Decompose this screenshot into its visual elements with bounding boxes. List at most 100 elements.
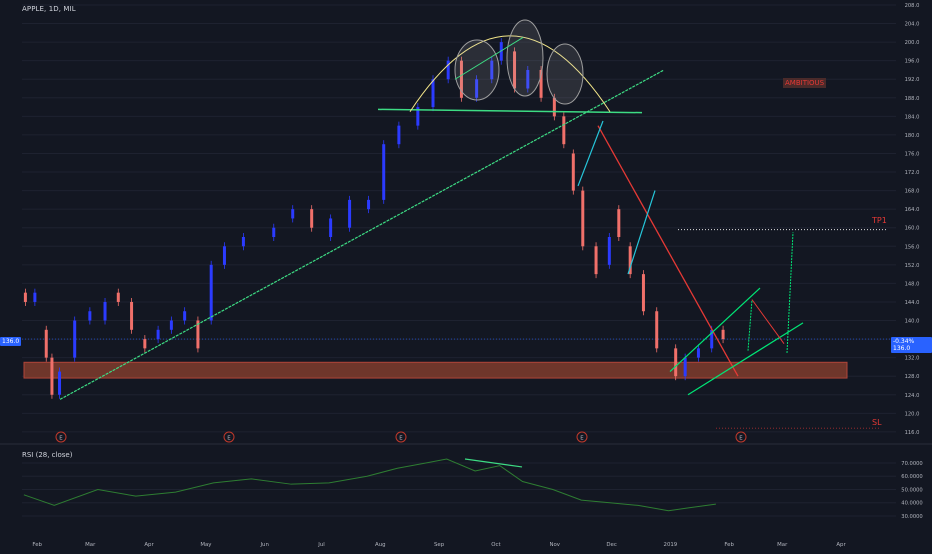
rsi-divergence-line — [464, 458, 523, 468]
earnings-marker — [576, 431, 588, 443]
time-tick-label: Dec — [606, 542, 616, 548]
pattern-ellipse — [546, 43, 584, 105]
time-tick-label: Aug — [375, 542, 386, 548]
candle — [397, 125, 401, 145]
price-tick-label: 128.0 — [905, 374, 920, 380]
candle — [143, 339, 147, 349]
candle — [310, 209, 314, 228]
earnings-marker — [395, 431, 407, 443]
candle — [459, 60, 463, 98]
candle — [33, 292, 37, 302]
price-tick-label: 116.0 — [905, 430, 920, 436]
candle — [196, 320, 200, 349]
candle — [571, 153, 575, 191]
pullback-segment — [627, 190, 656, 275]
price-tick-label: 120.0 — [905, 411, 920, 417]
candle — [721, 329, 725, 340]
candle — [272, 227, 276, 237]
time-tick-label: Jul — [317, 542, 325, 548]
earnings-marker — [55, 431, 67, 443]
time-tick-label: 2019 — [664, 542, 678, 548]
price-tick-label: 140.0 — [905, 319, 920, 325]
candle — [562, 116, 566, 145]
earnings-marker-label: E — [739, 436, 743, 442]
price-tick-label: 160.0 — [905, 226, 920, 232]
candle — [594, 246, 598, 275]
price-tick-label: 200.0 — [905, 40, 920, 46]
time-tick-label: Mar — [85, 542, 96, 548]
symbol-header: APPLE, 1D, MIL — [22, 5, 76, 13]
candle — [513, 51, 517, 89]
candle — [169, 320, 173, 330]
left-price-tag: 136.0 — [0, 337, 22, 346]
candle — [241, 237, 245, 247]
proj-arrow-up — [786, 232, 794, 354]
candle — [526, 69, 530, 89]
ambitious-label: AMBITIOUS — [783, 78, 827, 88]
candle — [130, 301, 134, 330]
uptrend-line — [59, 69, 665, 400]
price-tick-label: 204.0 — [905, 22, 920, 28]
candle — [222, 246, 226, 265]
tp1-label: TP1 — [872, 216, 887, 225]
candle — [475, 79, 479, 98]
candle — [382, 144, 386, 200]
candle — [348, 199, 352, 228]
candle — [539, 69, 543, 98]
rsi-tick-label: 30.0000 — [901, 514, 922, 520]
price-tick-label: 184.0 — [905, 114, 920, 120]
time-tick-label: Nov — [549, 542, 560, 548]
earnings-marker-label: E — [399, 436, 403, 442]
time-tick-label: Mar — [777, 542, 788, 548]
price-tick-label: 144.0 — [905, 300, 920, 306]
earnings-marker — [223, 431, 235, 443]
price-tick-label: 172.0 — [905, 170, 920, 176]
rsi-line — [23, 458, 716, 512]
candle — [367, 199, 371, 210]
candle — [156, 329, 160, 340]
earnings-marker-label: E — [227, 436, 231, 442]
candle — [23, 292, 27, 302]
candle — [73, 320, 77, 358]
price-tick-label: 156.0 — [905, 244, 920, 250]
candle — [696, 348, 700, 358]
price-tick-label: 132.0 — [905, 356, 920, 362]
time-tick-label: Feb — [724, 542, 734, 548]
candle — [552, 97, 556, 117]
candle — [44, 329, 48, 358]
candle — [431, 79, 435, 108]
time-tick-label: Feb — [32, 542, 42, 548]
candle — [617, 209, 621, 237]
proj-arrow-down — [751, 299, 785, 345]
price-tick-label: 208.0 — [905, 3, 920, 9]
candle — [655, 311, 659, 349]
pattern-ellipse — [506, 19, 544, 97]
candle — [416, 107, 420, 126]
rsi-tick-label: 40.0000 — [901, 501, 922, 507]
time-tick-label: May — [200, 542, 212, 548]
candle — [183, 311, 187, 321]
candle — [103, 301, 107, 321]
time-tick-label: Jun — [259, 542, 268, 548]
price-tick-label: 168.0 — [905, 189, 920, 195]
candle — [628, 246, 632, 275]
price-tick-label: 188.0 — [905, 96, 920, 102]
price-tick-label: 148.0 — [905, 281, 920, 287]
rsi-tick-label: 50.0000 — [901, 487, 922, 493]
candle — [58, 371, 62, 395]
earnings-marker — [735, 431, 747, 443]
candle — [490, 60, 494, 80]
channel-lower — [687, 322, 804, 396]
candle — [581, 190, 585, 247]
candle — [329, 218, 333, 237]
candle — [607, 237, 611, 265]
downtrend-line — [597, 125, 739, 377]
earnings-marker-label: E — [580, 436, 584, 442]
pullback-segment — [577, 120, 604, 187]
price-tick-label: 196.0 — [905, 59, 920, 65]
candle — [50, 357, 54, 395]
right-price-tag: -0.34% 136.0 — [891, 337, 932, 353]
price-tick-label: 180.0 — [905, 133, 920, 139]
